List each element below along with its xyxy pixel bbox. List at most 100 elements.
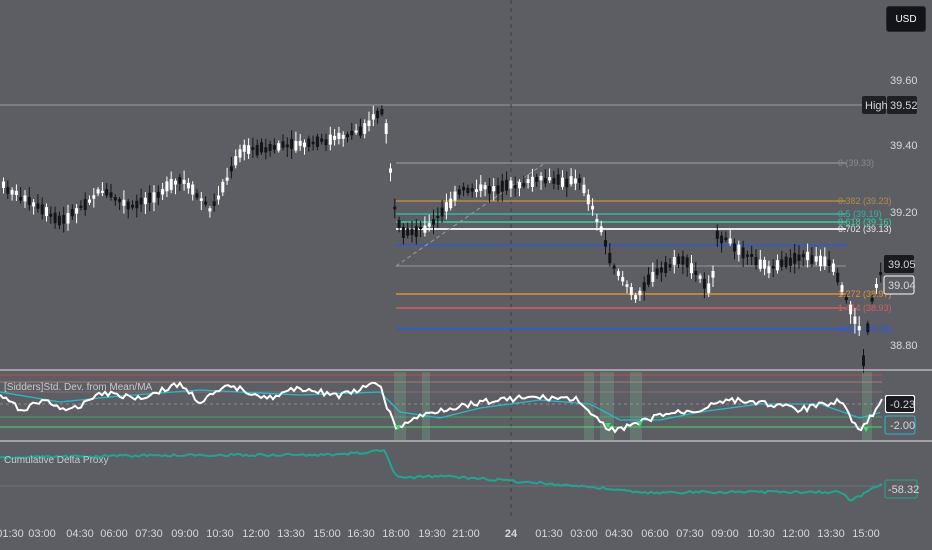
price-axis[interactable]: 39.60 39.40 39.20 38.80 High 39.52 39.05… [862, 75, 918, 352]
candle-body [552, 178, 556, 184]
candle-body [242, 144, 246, 152]
candle-body [470, 188, 474, 192]
candle-body [92, 195, 96, 199]
candle-body [281, 141, 285, 148]
candle-body [849, 304, 853, 315]
candle-body [397, 220, 401, 229]
time-tick: 01:30 [535, 528, 563, 540]
time-tick: 24 [505, 528, 518, 540]
time-tick: 15:00 [313, 528, 341, 540]
candle-body [45, 207, 48, 216]
candle-body [535, 177, 539, 182]
candle-body [389, 168, 392, 173]
candle-body [870, 297, 874, 302]
candle-body [208, 208, 212, 212]
candle-body [272, 144, 276, 150]
candle-body [251, 147, 255, 150]
time-tick: 12:00 [782, 528, 810, 540]
candle-body [866, 323, 870, 333]
candle-body [492, 186, 496, 192]
candle-body [79, 205, 83, 208]
candle-body [801, 254, 805, 258]
high-label-bg [862, 96, 886, 114]
indicator2-pane[interactable]: Cumulative Delta Proxy -58.32 [0, 448, 919, 502]
candle-body [672, 256, 676, 265]
time-tick: 19:30 [418, 528, 446, 540]
time-tick: 13:30 [277, 528, 305, 540]
candle-body [668, 264, 672, 268]
candle-body [638, 290, 642, 296]
candle-body [754, 257, 758, 266]
candle-body [182, 179, 186, 184]
candle-body [143, 197, 147, 205]
candle-body [685, 257, 689, 268]
candle-body [436, 215, 440, 218]
candle-body [406, 228, 410, 236]
candle-body [573, 178, 577, 184]
candle-body [518, 181, 521, 189]
candle-body [840, 285, 844, 292]
fib-level-label: 0 (39.33) [838, 158, 874, 168]
candle-body [642, 282, 646, 291]
candle-body [6, 187, 10, 194]
candle-body [229, 166, 233, 172]
candle-body [32, 202, 36, 207]
candle-body [212, 201, 216, 206]
time-tick: 06:00 [100, 528, 128, 540]
fib-trend-line [395, 162, 546, 267]
signal-shade [394, 372, 406, 440]
candle-body [505, 179, 509, 191]
candle-body [315, 136, 319, 148]
fib-level-label: 1.272 (38.97) [838, 289, 892, 299]
candle-body [354, 130, 358, 133]
candle-body [148, 192, 152, 203]
delta-value: -58.32 [888, 484, 919, 496]
candle-body [664, 262, 668, 273]
currency-button[interactable]: USD [886, 6, 926, 32]
candle-body [19, 196, 23, 201]
std-dev-line [0, 381, 883, 434]
candle-body [333, 135, 337, 141]
candle-body [285, 144, 289, 148]
candle-body [88, 199, 91, 203]
candle-body [432, 219, 435, 225]
candle-body [715, 230, 719, 239]
candle-body [763, 259, 767, 269]
current-price-bg [883, 275, 915, 295]
candle-body [303, 142, 306, 148]
candle-body [479, 184, 483, 191]
price-tick: 39.40 [890, 140, 918, 152]
signal-shade [862, 372, 872, 440]
fib-level-label: 0.618 (39.16) [838, 217, 892, 227]
time-tick: 12:00 [242, 528, 270, 540]
mean-line [0, 389, 881, 421]
candle-body [376, 110, 380, 119]
candle-body [595, 219, 599, 222]
candle-body [410, 228, 414, 235]
candle-body [49, 213, 53, 217]
candle-body [105, 189, 109, 196]
candle-body [204, 201, 208, 205]
candle-body [621, 276, 625, 282]
candle-body [475, 189, 478, 192]
candle-body [66, 212, 70, 224]
time-tick: 18:00 [382, 528, 410, 540]
indicator1-pane[interactable]: [Sidders]Std. Dev. from Mean/MA -0.23 -2… [0, 369, 932, 442]
candle-body [70, 209, 74, 217]
std-band-lines [0, 374, 882, 428]
candle-body [522, 183, 526, 187]
candle-body [578, 178, 582, 183]
candle-body [509, 180, 513, 189]
candle-body [113, 197, 117, 201]
candle-body [126, 201, 130, 210]
time-tick: 09:00 [171, 528, 199, 540]
time-tick: 21:00 [452, 528, 480, 540]
candle-body [277, 143, 281, 151]
fib-level-label: 0.5 (39.19) [838, 209, 882, 219]
time-axis[interactable]: 01:30 03:00 04:30 06:00 07:30 09:00 10:30 12:00… [0, 528, 880, 540]
candle-body [358, 126, 362, 136]
candle-body [419, 226, 423, 230]
candle-body [737, 244, 741, 255]
candle-body [496, 185, 500, 194]
